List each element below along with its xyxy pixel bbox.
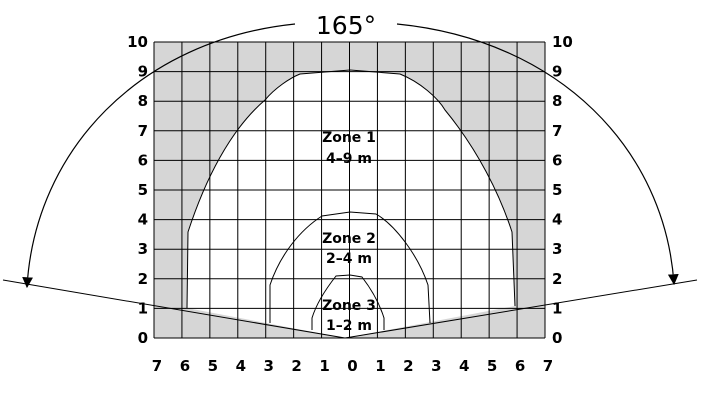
- y-tick-label-right: 5: [552, 181, 562, 199]
- y-tick-label-left: 9: [138, 63, 148, 81]
- y-tick-label-left: 2: [138, 270, 148, 288]
- y-tick-label-left: 7: [138, 122, 148, 140]
- y-tick-label-left: 6: [138, 151, 148, 169]
- floor-line-left: [2, 279, 346, 339]
- x-tick-label: 1: [375, 357, 385, 375]
- angle-arc-left: [22, 23, 296, 289]
- x-tick-label: 6: [515, 357, 525, 375]
- y-tick-label-right: 3: [552, 240, 562, 258]
- y-tick-label-right: 0: [552, 329, 562, 347]
- zone-3-name: Zone 3: [322, 298, 376, 314]
- y-tick-label-left: 10: [127, 33, 148, 51]
- zone-2-range: 2–4 m: [326, 251, 372, 267]
- x-tick-label: 1: [319, 357, 329, 375]
- x-tick-label: 6: [180, 357, 190, 375]
- floor-line-right: [344, 279, 698, 339]
- x-tick-label: 2: [403, 357, 413, 375]
- zone-3-boundary: [311, 274, 385, 330]
- y-tick-label-right: 2: [552, 270, 562, 288]
- zone-1-name: Zone 1: [322, 130, 376, 146]
- y-tick-label-left: 1: [138, 299, 148, 317]
- x-tick-label: 7: [152, 357, 162, 375]
- y-tick-label-right: 10: [552, 33, 573, 51]
- x-tick-label: 5: [208, 357, 218, 375]
- zone-1-range: 4–9 m: [326, 151, 372, 167]
- y-tick-label-left: 4: [138, 211, 148, 229]
- y-tick-label-left: 8: [138, 92, 148, 110]
- x-tick-label: 3: [431, 357, 441, 375]
- zone-3-label: Zone 3 1–2 m: [322, 298, 376, 334]
- x-tick-label: 0: [347, 357, 357, 375]
- zone-2-name: Zone 2: [322, 231, 376, 247]
- y-tick-label-right: 4: [552, 211, 562, 229]
- angle-arc-right: [396, 23, 679, 286]
- y-tick-label-left: 3: [138, 240, 148, 258]
- x-tick-label: 4: [236, 357, 246, 375]
- y-tick-label-right: 1: [552, 299, 562, 317]
- angle-label: 165°: [316, 11, 376, 40]
- zone-1-boundary: [186, 69, 516, 309]
- y-tick-label-left: 5: [138, 181, 148, 199]
- y-tick-label-right: 8: [552, 92, 562, 110]
- y-tick-label-left: 0: [138, 329, 148, 347]
- x-tick-label: 7: [543, 357, 553, 375]
- y-tick-label-right: 9: [552, 63, 562, 81]
- zone-2-label: Zone 2 2–4 m: [322, 231, 376, 267]
- x-tick-label: 2: [291, 357, 301, 375]
- x-tick-label: 5: [487, 357, 497, 375]
- y-tick-label-right: 6: [552, 151, 562, 169]
- zone-2-boundary: [269, 211, 431, 324]
- x-tick-label: 3: [263, 357, 273, 375]
- x-tick-label: 4: [459, 357, 469, 375]
- zone-3-range: 1–2 m: [326, 318, 372, 334]
- zone-1-label: Zone 1 4–9 m: [322, 130, 376, 167]
- y-tick-label-right: 7: [552, 122, 562, 140]
